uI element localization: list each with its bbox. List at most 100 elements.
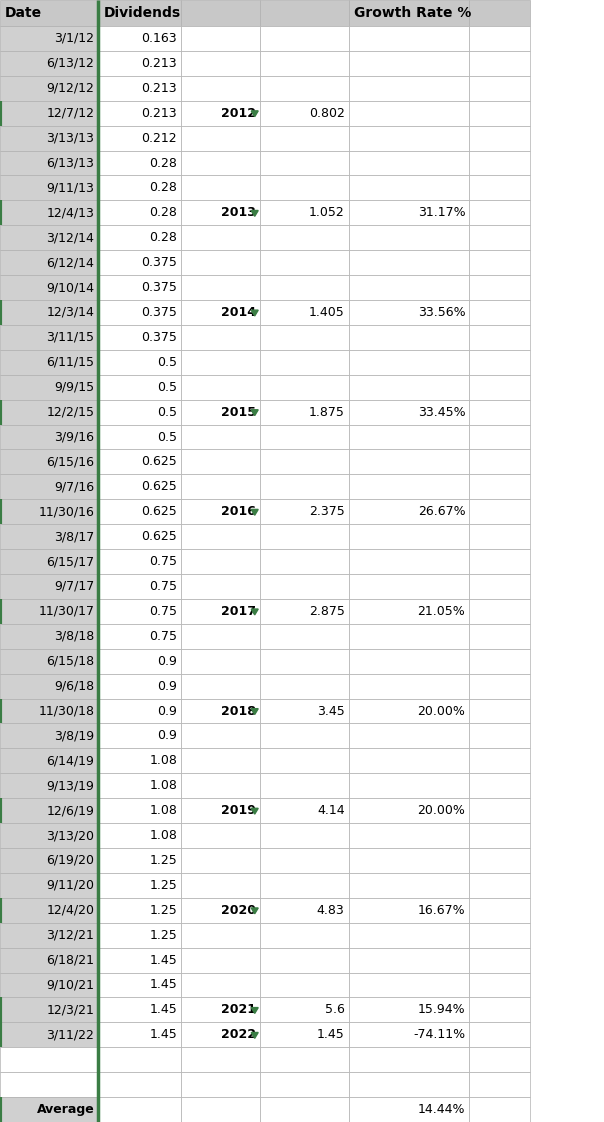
Text: 1.08: 1.08 [149,754,177,767]
Text: 0.625: 0.625 [141,530,177,543]
Bar [98,673,181,699]
Text: 33.45%: 33.45% [418,405,465,419]
Bar [181,599,260,624]
Bar [349,325,469,350]
Bar [469,175,530,201]
Bar [469,699,530,724]
Text: 6/11/15: 6/11/15 [47,356,94,369]
Bar [181,226,260,250]
Bar [181,673,260,699]
Text: 11/30/17: 11/30/17 [39,605,94,618]
Text: 4.14: 4.14 [317,804,344,817]
Bar [0,325,98,350]
Bar [260,76,349,101]
Bar [0,574,98,599]
Text: 4.83: 4.83 [316,904,344,917]
Text: 3/12/21: 3/12/21 [47,929,94,941]
Bar [181,948,260,973]
Bar [0,773,98,798]
Text: 21.05%: 21.05% [417,605,465,618]
Bar [349,250,469,275]
Text: 3/13/13: 3/13/13 [47,131,94,145]
Bar [0,226,98,250]
Text: 20.00%: 20.00% [417,705,465,717]
Text: 2014: 2014 [220,306,255,319]
Polygon shape [251,709,259,715]
Text: 2020: 2020 [220,904,255,917]
Text: 9/12/12: 9/12/12 [47,82,94,94]
Bar [0,824,98,848]
Bar [0,50,98,76]
Bar [349,226,469,250]
Bar [469,250,530,275]
Bar [469,150,530,175]
Bar [181,1073,260,1097]
Bar [98,524,181,549]
Text: 2.875: 2.875 [309,605,344,618]
Text: 0.213: 0.213 [141,82,177,94]
Bar [181,922,260,948]
Bar [181,201,260,226]
Text: 3/8/17: 3/8/17 [54,530,94,543]
Text: 0.802: 0.802 [309,107,344,120]
Text: 6/13/13: 6/13/13 [47,156,94,169]
Text: 0.9: 0.9 [157,729,177,743]
Bar [469,424,530,450]
Text: 2012: 2012 [220,107,255,120]
Bar [349,599,469,624]
Bar [260,325,349,350]
Bar [98,0,181,26]
Text: 0.5: 0.5 [157,431,177,443]
Bar [260,126,349,150]
Bar [260,1073,349,1097]
Bar [349,549,469,574]
Bar [98,948,181,973]
Bar [98,748,181,773]
Bar [260,673,349,699]
Bar [469,226,530,250]
Bar [181,724,260,748]
Bar [260,699,349,724]
Bar [0,798,98,824]
Text: Dividends: Dividends [103,6,181,20]
Bar [98,898,181,922]
Bar [349,649,469,673]
Bar [349,748,469,773]
Bar [469,549,530,574]
Bar [469,873,530,898]
Bar [181,424,260,450]
Bar [98,1097,181,1122]
Bar [181,873,260,898]
Bar [469,574,530,599]
Bar [469,1022,530,1047]
Bar [98,201,181,226]
Bar [469,673,530,699]
Bar [469,898,530,922]
Bar [181,0,260,26]
Bar [260,773,349,798]
Bar [98,798,181,824]
Text: 12/3/21: 12/3/21 [47,1003,94,1017]
Bar [181,499,260,524]
Text: 1.45: 1.45 [149,1003,177,1017]
Text: 0.28: 0.28 [149,206,177,219]
Bar [260,599,349,624]
Bar [260,549,349,574]
Text: 1.45: 1.45 [149,1029,177,1041]
Bar [469,773,530,798]
Text: 6/12/14: 6/12/14 [47,256,94,269]
Polygon shape [251,310,259,316]
Bar [260,1022,349,1047]
Text: 3/13/20: 3/13/20 [47,829,94,842]
Bar [260,973,349,997]
Text: Date: Date [5,6,42,20]
Bar [0,922,98,948]
Text: 1.45: 1.45 [149,954,177,966]
Bar [0,524,98,549]
Bar [0,948,98,973]
Bar [469,499,530,524]
Bar [349,50,469,76]
Bar [260,101,349,126]
Bar [98,624,181,649]
Bar [349,673,469,699]
